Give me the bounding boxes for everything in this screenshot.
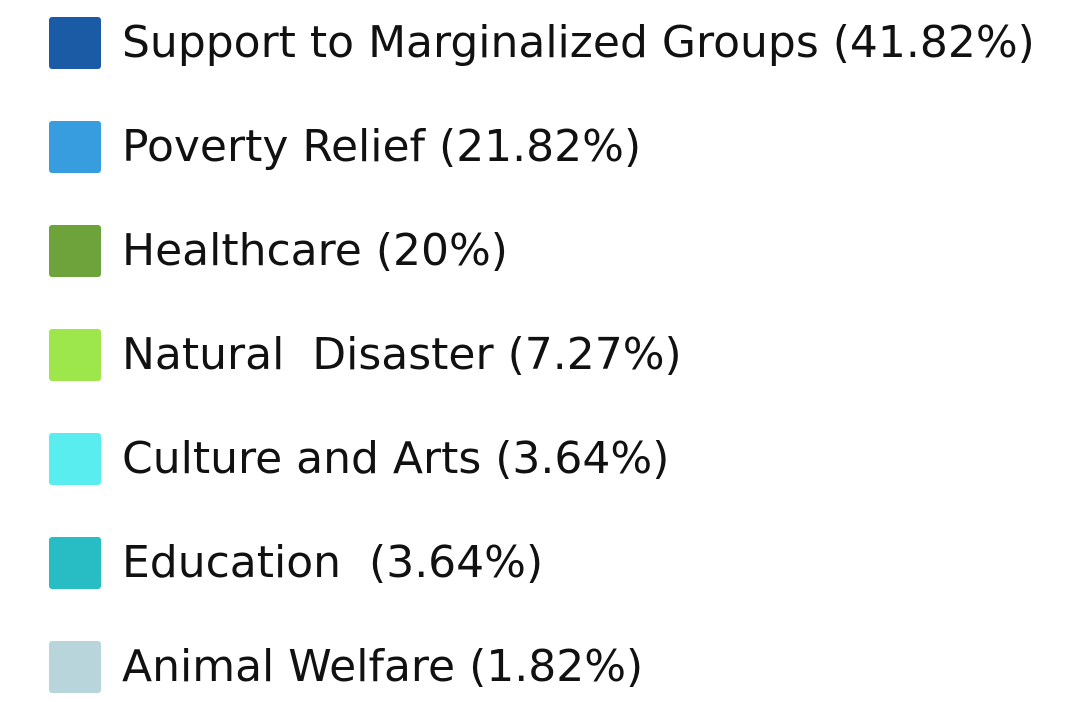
legend-item: Animal Welfare (1.82%)	[49, 641, 643, 693]
legend-item: Culture and Arts (3.64%)	[49, 433, 669, 485]
legend-label: Support to Marginalized Groups (41.82%)	[122, 17, 1035, 68]
legend-item: Education (3.64%)	[49, 537, 543, 589]
legend-label: Natural Disaster (7.27%)	[122, 329, 682, 380]
legend-label: Healthcare (20%)	[122, 225, 508, 276]
legend-swatch	[49, 121, 101, 173]
legend-swatch	[49, 433, 101, 485]
legend-swatch	[49, 537, 101, 589]
legend-label: Culture and Arts (3.64%)	[122, 433, 670, 484]
legend-swatch	[49, 329, 101, 381]
legend-swatch	[49, 641, 101, 693]
legend-item: Healthcare (20%)	[49, 225, 508, 277]
legend-swatch	[49, 17, 101, 69]
legend-label: Poverty Relief (21.82%)	[122, 121, 642, 172]
legend-swatch	[49, 225, 101, 277]
legend-label: Education (3.64%)	[122, 537, 544, 588]
legend-item: Support to Marginalized Groups (41.82%)	[49, 17, 1035, 69]
legend-label: Animal Welfare (1.82%)	[122, 641, 644, 692]
legend-item: Poverty Relief (21.82%)	[49, 121, 641, 173]
legend-item: Natural Disaster (7.27%)	[49, 329, 682, 381]
